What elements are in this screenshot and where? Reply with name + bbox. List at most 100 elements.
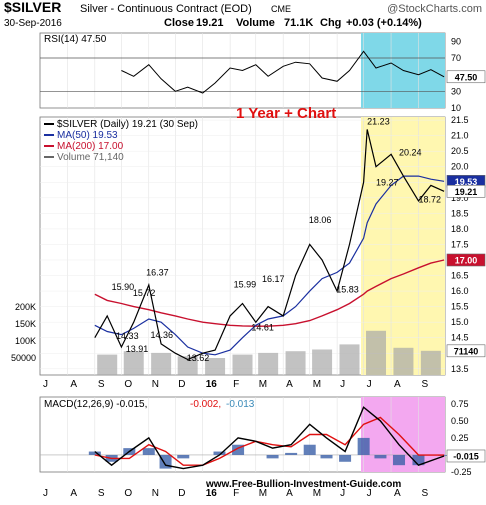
x-axis-label: A bbox=[70, 379, 77, 390]
price-annotation-label: 15.72 bbox=[133, 288, 156, 298]
macd-tick-label: 0.75 bbox=[451, 399, 469, 409]
volume-bar bbox=[123, 351, 144, 375]
volume-bar bbox=[285, 351, 306, 375]
macd-tick-label: 0.25 bbox=[451, 433, 469, 443]
rsi-tick-label: 10 bbox=[451, 103, 461, 113]
price-tick-label: 18.0 bbox=[451, 224, 469, 234]
price-tick-label: 21.5 bbox=[451, 115, 469, 125]
ma50-legend: MA(50) 19.53 bbox=[57, 130, 118, 141]
macd-histogram-bar bbox=[393, 454, 406, 466]
price-tick-label: 21.0 bbox=[451, 131, 469, 141]
macd-tick-label: -0.25 bbox=[451, 467, 472, 477]
header-description: Silver - Continuous Contract (EOD) bbox=[80, 3, 252, 15]
price-tick-label: 16.5 bbox=[451, 271, 469, 281]
price-annotation-label: 14.36 bbox=[151, 330, 174, 340]
macd-signal-legend: -0.002, bbox=[190, 399, 221, 410]
rsi-last-badge: 47.50 bbox=[455, 72, 478, 82]
price-annotation-label: 14.61 bbox=[251, 322, 274, 332]
x-axis-label: J bbox=[340, 379, 345, 390]
rsi-tick-label: 90 bbox=[451, 36, 461, 46]
macd-histogram-bar bbox=[266, 454, 279, 459]
x-axis-label: F bbox=[233, 379, 239, 390]
price-tick-label: 18.5 bbox=[451, 208, 469, 218]
macd-histogram-bar bbox=[374, 454, 387, 459]
macd-histogram-bar bbox=[213, 451, 226, 455]
volume-bar bbox=[97, 354, 118, 375]
x-axis-label: A bbox=[286, 379, 293, 390]
macd-x-axis-label: J bbox=[367, 488, 372, 499]
macd-x-axis-label: 16 bbox=[206, 488, 218, 499]
macd-x-axis-label: S bbox=[98, 488, 105, 499]
macd-histogram-bar bbox=[232, 444, 245, 455]
macd-last-badge-box bbox=[446, 449, 486, 463]
x-axis-label: D bbox=[178, 379, 185, 390]
volume-bar bbox=[339, 344, 360, 375]
price-annotation-label: 18.72 bbox=[418, 195, 441, 205]
macd-x-axis-label: A bbox=[286, 488, 293, 499]
macd-legend: MACD(12,26,9) -0.015, bbox=[44, 399, 147, 410]
macd-x-axis-label: M bbox=[313, 488, 321, 499]
ma200-last-badge-box bbox=[446, 253, 486, 267]
rsi-tick-label: 70 bbox=[451, 53, 461, 63]
footer-url: www.Free-Bullion-Investment-Guide.com bbox=[205, 479, 401, 490]
ma200-legend: MA(200) 17.00 bbox=[57, 141, 124, 152]
macd-x-axis-label: N bbox=[152, 488, 159, 499]
rsi-line bbox=[121, 50, 445, 94]
price-annotation-label: 21.23 bbox=[367, 117, 390, 127]
price-legend: $SILVER (Daily) 19.21 (30 Sep) bbox=[57, 119, 198, 130]
macd-histogram-bar bbox=[320, 454, 333, 459]
price-tick-label: 14.5 bbox=[451, 333, 469, 343]
volume-bar bbox=[420, 350, 441, 375]
header-date: 30-Sep-2016 bbox=[4, 18, 62, 29]
volume-bar bbox=[177, 356, 198, 375]
price-last-badge: 19.21 bbox=[455, 187, 478, 197]
volume-label: Volume bbox=[236, 17, 275, 29]
volume-bar bbox=[393, 347, 414, 375]
chg-label: Chg bbox=[320, 17, 341, 29]
macd-x-axis-label: S bbox=[421, 488, 428, 499]
macd-line bbox=[94, 406, 445, 470]
x-axis-label: M bbox=[313, 379, 321, 390]
macd-histogram-bar bbox=[303, 444, 316, 455]
volume-last-badge: 71140 bbox=[454, 346, 479, 356]
price-annotation-label: 16.17 bbox=[262, 274, 285, 284]
x-axis-label: M bbox=[259, 379, 267, 390]
price-annotation-label: 15.90 bbox=[112, 282, 135, 292]
macd-x-axis-label: O bbox=[124, 488, 132, 499]
volume-bar bbox=[151, 352, 172, 375]
macd-x-axis-label: A bbox=[394, 488, 401, 499]
volume-tick-label: 100K bbox=[15, 336, 36, 346]
x-axis-label: S bbox=[421, 379, 428, 390]
x-axis-label: 16 bbox=[206, 379, 218, 390]
ma200-last-badge: 17.00 bbox=[455, 255, 478, 265]
x-axis-label: A bbox=[394, 379, 401, 390]
header-watermark: @StockCharts.com bbox=[387, 3, 482, 15]
price-tick-label: 16.0 bbox=[451, 286, 469, 296]
macd-x-axis-label: M bbox=[259, 488, 267, 499]
macd-histogram-bar bbox=[438, 454, 451, 456]
close-label: Close bbox=[164, 17, 194, 29]
price-annotation-label: 16.37 bbox=[146, 268, 169, 278]
macd-histogram-bar bbox=[142, 448, 155, 455]
price-line bbox=[94, 129, 445, 361]
x-axis-label: N bbox=[152, 379, 159, 390]
price-tick-label: 20.5 bbox=[451, 146, 469, 156]
macd-tick-label: 0.50 bbox=[451, 416, 469, 426]
chg-value: +0.03 (+0.14%) bbox=[346, 17, 422, 29]
volume-bar bbox=[232, 354, 253, 375]
price-last-badge-box bbox=[446, 184, 486, 198]
price-tick-label: 20.0 bbox=[451, 162, 469, 172]
macd-histogram-bar bbox=[285, 452, 298, 455]
macd-x-axis-label: J bbox=[43, 488, 48, 499]
rsi-tick-label: 30 bbox=[451, 86, 461, 96]
close-value: 19.21 bbox=[196, 17, 224, 29]
ma50-line bbox=[94, 175, 445, 356]
price-tick-label: 19.0 bbox=[451, 193, 469, 203]
chart-annotation: 1 Year + Chart bbox=[236, 105, 336, 122]
macd-histogram-bar bbox=[412, 454, 425, 466]
macd-histogram-bar bbox=[88, 451, 101, 455]
macd-x-axis-label: J bbox=[340, 488, 345, 499]
volume-bar bbox=[258, 352, 279, 375]
volume-bar bbox=[312, 349, 333, 375]
